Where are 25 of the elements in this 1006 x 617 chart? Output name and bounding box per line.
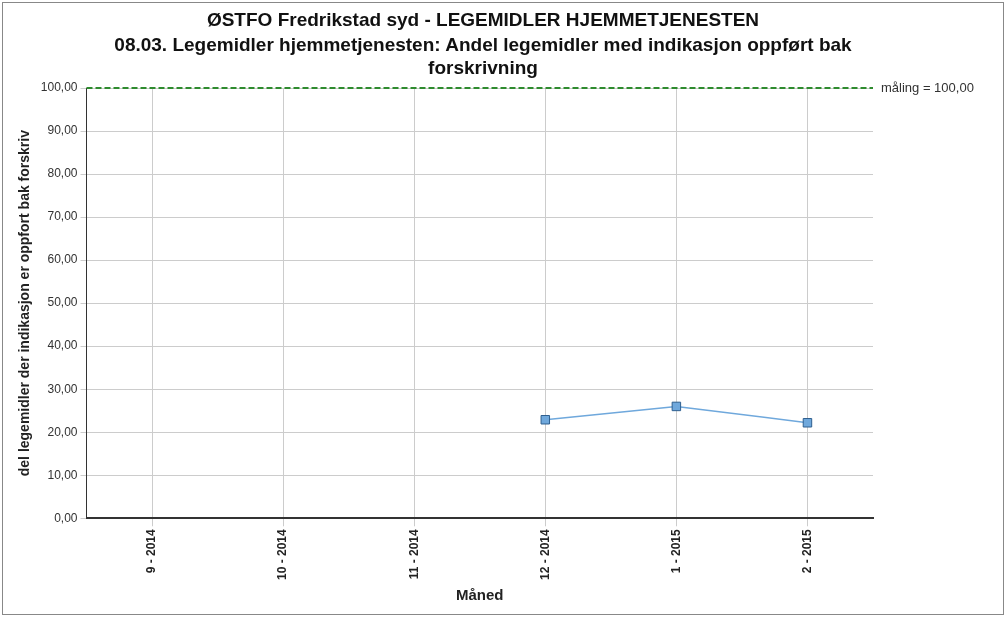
chart-title: ØSTFO Fredrikstad syd - LEGEMIDLER HJEMMETJENESTEN: [205, 9, 761, 31]
x-tick-label: 10 - 2014: [275, 528, 290, 581]
y-tick-label: 80,00: [47, 166, 78, 181]
y-tick-label: 90,00: [47, 123, 78, 138]
chart-subtitle: 08.03. Legemidler hjemmetjenesten: Andel legemidler med indikasjon oppført bak forskrivning: [113, 33, 853, 79]
y-axis-title: del legemidler der indikasjon er oppfort bak forskriv: [16, 129, 33, 477]
y-tick-label: 30,00: [47, 381, 78, 396]
x-tick-label: 2 - 2015: [799, 528, 814, 574]
y-tick-label: 0,00: [54, 510, 78, 525]
point: [540, 415, 551, 425]
y-tick-label: 60,00: [47, 252, 78, 267]
x-tick-label: 11 - 2014: [406, 528, 421, 580]
y-tick-label: 20,00: [47, 424, 78, 439]
x-tick-label: 9 - 2014: [144, 528, 159, 574]
ref-line-label: måling = 100,00: [881, 79, 974, 95]
point: [671, 401, 682, 412]
x-tick-label: 1 - 2015: [668, 528, 683, 574]
y-tick-label: 100,00: [40, 80, 78, 95]
y-tick-label: 50,00: [47, 295, 78, 310]
point: [802, 418, 813, 428]
x-axis-title: Måned: [455, 586, 504, 604]
y-tick-label: 10,00: [47, 467, 78, 482]
y-tick-label: 40,00: [47, 338, 78, 353]
y-tick-label: 70,00: [47, 209, 78, 224]
x-tick-label: 12 - 2014: [537, 528, 552, 581]
